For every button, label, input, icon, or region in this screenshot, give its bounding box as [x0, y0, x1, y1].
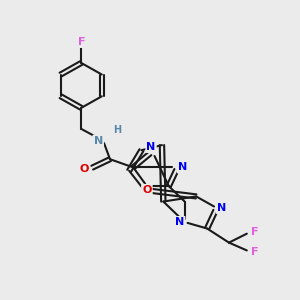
Text: O: O [80, 164, 89, 174]
Text: N: N [146, 142, 156, 152]
Text: N: N [175, 217, 184, 227]
Text: H: H [113, 125, 121, 135]
Text: N: N [178, 162, 187, 172]
Text: F: F [77, 37, 85, 47]
Text: N: N [94, 136, 103, 146]
Text: O: O [142, 185, 152, 195]
Text: F: F [251, 247, 258, 256]
Text: F: F [251, 227, 258, 237]
Text: N: N [217, 203, 226, 213]
